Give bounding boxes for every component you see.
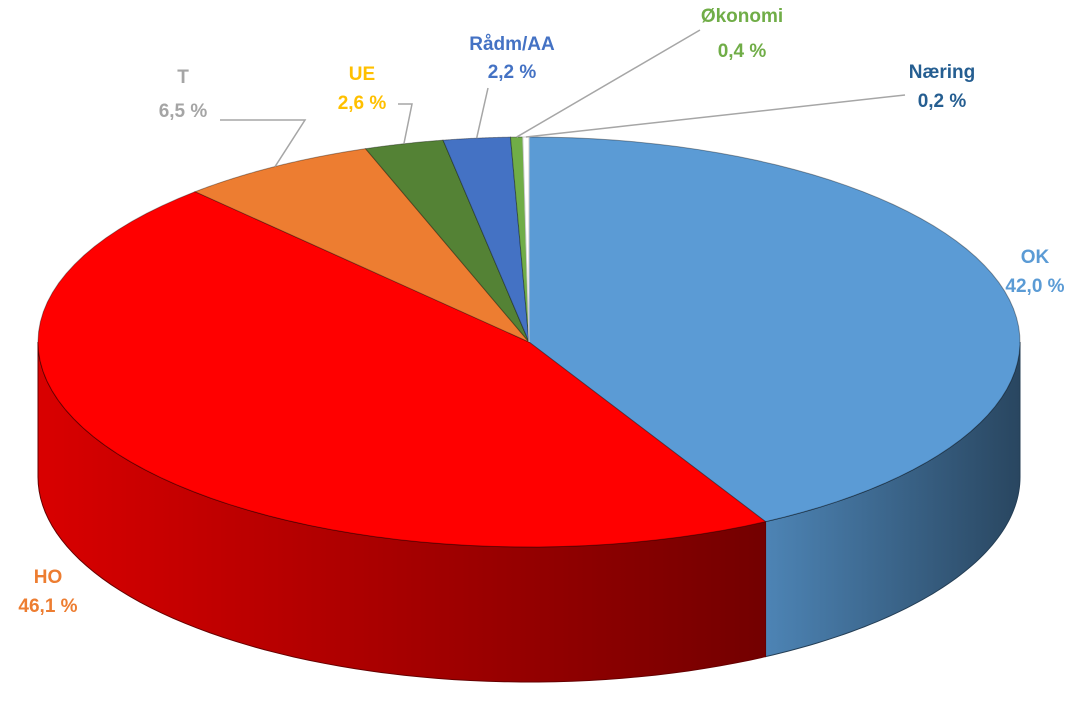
leader-line — [475, 87, 489, 139]
data-label-value: 42,0 % — [1005, 276, 1064, 297]
data-label-value: 0,4 % — [718, 41, 767, 62]
data-label-value: 2,2 % — [488, 62, 537, 83]
data-label-value: 2,6 % — [338, 93, 387, 114]
data-label-name: OK — [1021, 247, 1050, 268]
slice-side — [37, 341, 767, 683]
slice — [37, 191, 767, 548]
leader-line — [398, 103, 413, 144]
data-label-value: 6,5 % — [159, 101, 208, 122]
data-label-name: UE — [349, 64, 375, 85]
data-label-name: Rådm/AA — [469, 34, 555, 55]
data-label-value: 0,2 % — [918, 91, 967, 112]
leader-line — [220, 119, 307, 167]
data-label-name: Næring — [909, 62, 976, 83]
data-label-value: 46,1 % — [18, 596, 77, 617]
slice — [528, 136, 1021, 523]
leader-line — [516, 29, 701, 138]
data-label-name: HO — [34, 567, 63, 588]
data-label-name: T — [177, 67, 189, 88]
data-label-name: Økonomi — [701, 6, 783, 27]
leader-line — [525, 94, 906, 138]
